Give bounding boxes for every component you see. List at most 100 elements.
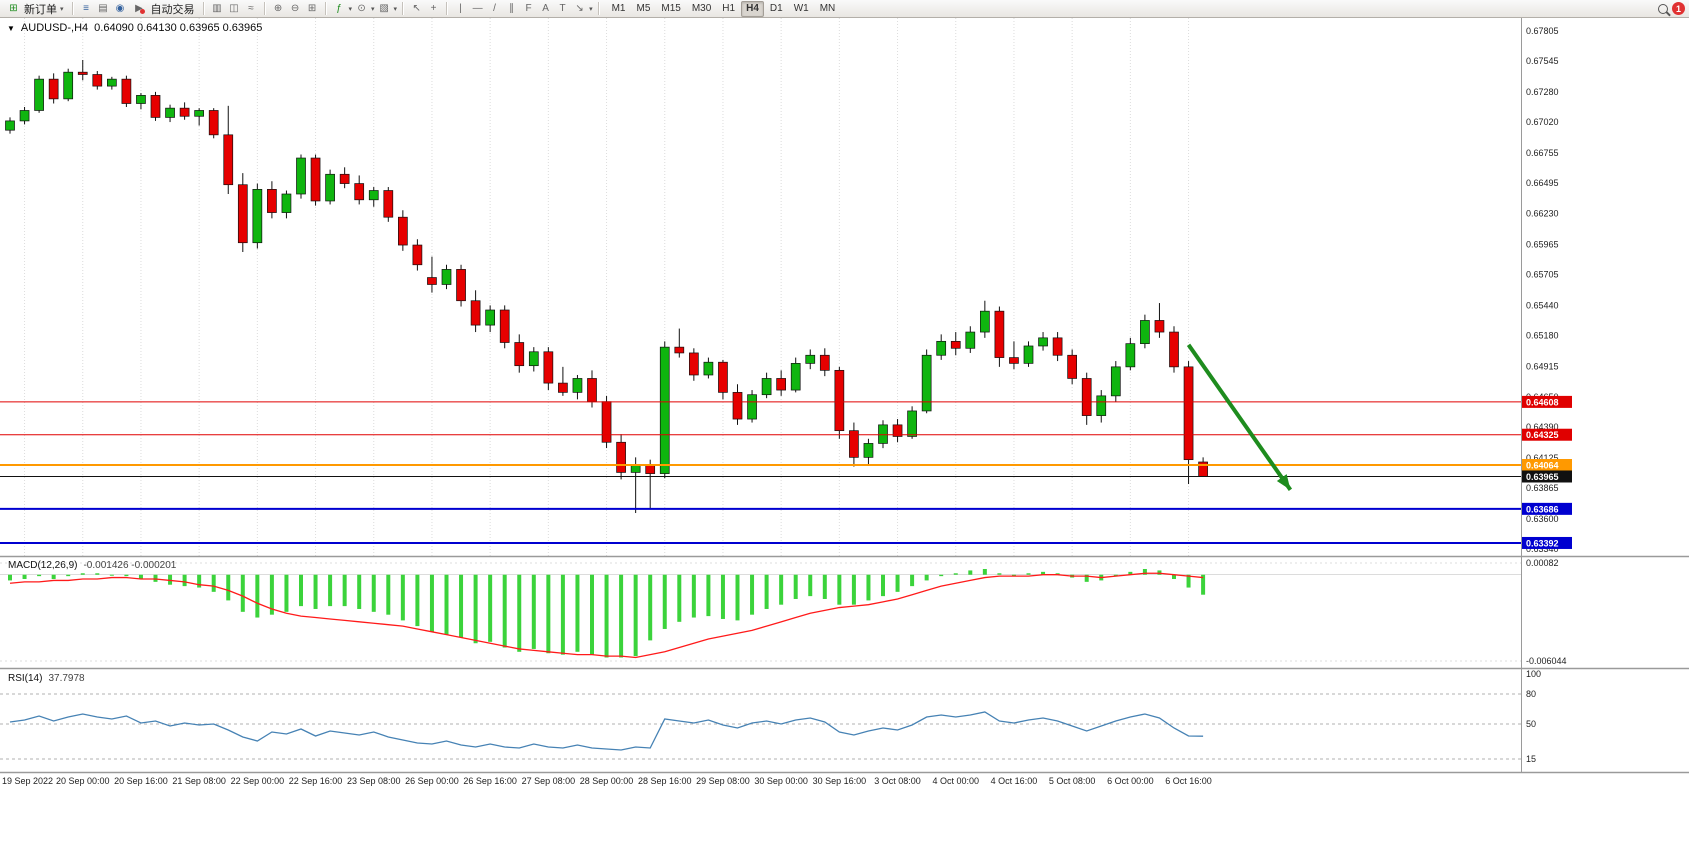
candle-down [1183,366,1194,461]
macd-bar [37,574,42,577]
price-tick-label: 0.65705 [1526,270,1559,280]
horizontal-line-icon[interactable]: — [472,3,483,14]
text-tool-icon[interactable]: A [542,3,549,14]
line-chart-icon[interactable]: ≈ [248,3,254,14]
macd-bar [415,574,420,627]
candle-down [456,269,466,302]
macd-bar [517,574,522,652]
candle-up [1096,395,1107,416]
trend-arrow-head [1276,474,1291,490]
tile-windows-icon[interactable]: ⊞ [307,3,317,14]
sound-icon[interactable]: ◉ [115,3,125,14]
candle-up [572,378,583,393]
periods-clock-icon[interactable]: ⊙ [357,3,366,14]
timeframe-toolbar: M1 M5 M15 M30 H1 H4 D1 W1 MN [607,0,841,17]
macd-bar [590,574,594,655]
chevron-down-icon[interactable]: ▾ [371,5,375,13]
indicators-icon[interactable]: ƒ [336,3,342,14]
time-axis-label: 29 Sep 08:00 [696,776,750,786]
candle-down [674,346,685,354]
macd-bar [531,574,536,649]
candle-down [267,189,277,213]
timeframe-w1[interactable]: W1 [793,2,809,14]
macd-bar [502,574,507,648]
navigator-icon[interactable]: ▤ [98,3,108,14]
macd-bar [720,574,725,619]
candle-down [688,352,699,376]
trend-arrow[interactable] [1186,343,1293,491]
timeframe-mn[interactable]: MN [819,2,836,14]
chevron-down-icon[interactable]: ▾ [393,5,398,13]
candle-up [878,424,888,444]
trendline-icon[interactable]: / [493,3,496,14]
timeframe-m15[interactable]: M15 [661,2,681,14]
timeframe-m1[interactable]: M1 [611,2,626,14]
price-tick-label: 0.66230 [1526,209,1559,219]
macd-bar [691,574,696,618]
timeframe-h1[interactable]: H1 [722,2,736,14]
fibonacci-icon[interactable]: F [525,3,532,14]
toolbar-separator [402,2,405,15]
candle-up [19,110,30,122]
macd-bar [153,574,158,582]
candle-down [121,78,132,104]
notification-badge[interactable]: 1 [1672,2,1685,15]
time-axis-label: 22 Sep 00:00 [231,776,285,786]
price-tag [1522,536,1572,549]
candle-down [1067,354,1078,379]
toolbar-separator [202,2,205,15]
chevron-down-icon[interactable]: ▾ [589,5,593,13]
price-tag [1522,459,1572,472]
price-tag-label: 0.63965 [1526,472,1559,482]
candle-up [805,354,816,364]
bar-chart-icon[interactable]: ▥ [212,3,222,14]
price-tick-label: 0.67280 [1526,87,1559,97]
rsi-line [9,711,1204,751]
candle-up [368,190,379,201]
price-tag [1522,395,1572,408]
macd-bar [284,574,289,612]
candle-down [892,424,903,437]
candle-down [1154,320,1165,333]
candle-up [281,193,292,213]
templates-icon[interactable]: ▧ [379,3,389,14]
candle-down [398,216,408,246]
macd-bar [488,574,493,642]
channel-icon[interactable]: ∥ [509,3,515,14]
rsi-tick-label: 100 [1526,669,1541,679]
time-axis-label: 30 Sep 00:00 [754,776,808,786]
zoom-in-icon[interactable]: ⊕ [273,3,283,14]
autotrading-button[interactable]: ▶ 自动交易 [130,1,198,16]
candle-up [5,120,15,131]
timeframe-m30[interactable]: M30 [691,2,712,14]
autotrading-label: 自动交易 [150,3,195,16]
macd-bar [51,574,56,579]
new-order-button[interactable]: ⊞ 新订单 ▾ [3,1,67,16]
market-watch-icon[interactable]: ≡ [83,3,89,14]
candle-down [77,71,88,75]
candle-down [499,309,510,343]
vertical-line-icon[interactable]: | [459,3,462,14]
cursor-icon[interactable]: ↖ [412,3,421,14]
candle-up [747,394,757,420]
candle-down [208,110,219,136]
timeframe-m5[interactable]: M5 [636,2,651,14]
label-tool-icon[interactable]: T [559,3,566,14]
chevron-down-icon[interactable]: ▾ [348,5,353,13]
arrows-tool-icon[interactable]: ↘ [575,3,584,14]
zoom-out-icon[interactable]: ⊖ [290,3,300,14]
timeframe-h4[interactable]: H4 [741,0,764,17]
time-axis-label: 20 Sep 00:00 [56,776,110,786]
candle-down [470,300,481,326]
chart-canvas[interactable]: 0.67805 0.67545 0.67280 0.67020 0.66755 0.664… [0,18,1689,852]
macd-bar [779,574,784,605]
timeframe-d1[interactable]: D1 [769,2,783,14]
rsi-header: RSI(14) 37.7978 [8,673,85,684]
toolbar-separator [446,2,449,15]
search-icon[interactable] [1655,1,1670,16]
candle-down [732,392,743,420]
collapse-icon[interactable]: ▼ [7,23,15,33]
candle-up [165,107,175,118]
candlestick-chart-icon[interactable]: ◫ [229,3,239,14]
crosshair-icon[interactable]: + [430,3,437,14]
